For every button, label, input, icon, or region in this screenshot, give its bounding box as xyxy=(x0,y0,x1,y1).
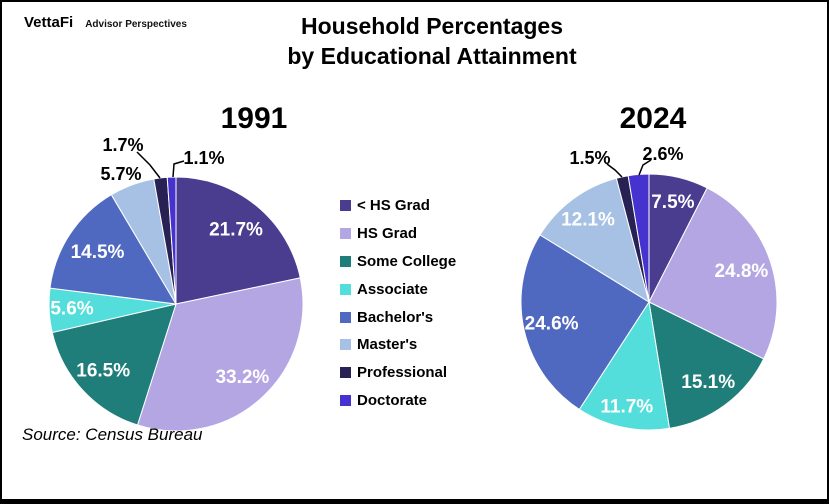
title-line-2: by Educational Attainment xyxy=(287,42,577,69)
legend-swatch-icon xyxy=(340,394,351,406)
legend-swatch-icon xyxy=(340,339,351,351)
legend-swatch-icon xyxy=(340,255,351,267)
logo: VettaFi Advisor Perspectives xyxy=(24,14,187,31)
pie-slice-some-college xyxy=(648,301,765,429)
logo-tagline: Advisor Perspectives xyxy=(85,19,187,30)
pie-chart-1991: 21.7% 33.2% 16.5% 5.6% 14.5% 5.7% 1.7% 1.1% xyxy=(48,135,304,432)
label-leader-line xyxy=(136,151,161,179)
pie-label-some-college: 15.1% xyxy=(681,372,735,393)
pie-label-hs-grad: 7.5% xyxy=(651,192,694,213)
legend-item-professional: Professional xyxy=(340,359,456,387)
legend-swatch-icon xyxy=(340,200,351,212)
pie-label-bachelor-s: 14.5% xyxy=(71,242,125,263)
pie-chart-2024: 7.5% 24.8% 15.1% 11.7% 24.6% 12.1% 1.5% 2.6% xyxy=(520,144,778,431)
title-line-1: Household Percentages xyxy=(300,13,564,39)
pie-label-hs-grad: 24.8% xyxy=(714,261,768,282)
pie-label-professional: 1.7% xyxy=(102,135,143,155)
pie-label-some-college: 16.5% xyxy=(76,361,130,382)
legend-item-associate: Associate xyxy=(340,275,456,303)
pie-slice-master-s xyxy=(539,177,650,304)
legend-label: Professional xyxy=(357,364,448,382)
legend-label: Master's xyxy=(357,336,418,354)
pie-title-2024: 2024 xyxy=(619,102,687,135)
source-note: Source: Census Bureau xyxy=(22,425,203,444)
legend-label: < HS Grad xyxy=(357,197,430,215)
pie-label-doctorate: 1.1% xyxy=(183,148,224,168)
pie-slice-hs-grad xyxy=(648,187,778,360)
pie-label-professional: 1.5% xyxy=(569,148,610,168)
pie-label-associate: 5.6% xyxy=(50,299,93,320)
pie-label-associate: 11.7% xyxy=(600,397,653,418)
pie-slice-bachelor-s xyxy=(49,194,177,305)
legend-item-hs-grad: < HS Grad xyxy=(340,192,456,220)
legend-item-some-college: Some College xyxy=(340,248,456,276)
pie-label-hs-grad: 33.2% xyxy=(215,367,269,388)
legend-swatch-icon xyxy=(340,228,351,240)
legend: < HS Grad HS Grad Some College Associate Bac… xyxy=(340,192,456,414)
label-leader-line xyxy=(638,159,652,176)
chart-title: Household Percentages by Educational Att… xyxy=(217,12,647,72)
pie-slice-doctorate xyxy=(166,176,177,305)
legend-label: Associate xyxy=(357,280,428,298)
legend-swatch-icon xyxy=(340,311,351,323)
label-leader-line xyxy=(606,163,623,178)
label-leader-line xyxy=(172,160,185,178)
legend-swatch-icon xyxy=(340,283,351,295)
legend-label: Doctorate xyxy=(357,391,428,409)
legend-label: Bachelor's xyxy=(357,308,434,326)
legend-label: HS Grad xyxy=(357,225,418,243)
pie-slice-bachelor-s xyxy=(520,234,650,411)
pie-slice-hs-grad xyxy=(136,277,304,432)
pie-label-hs-grad: 21.7% xyxy=(209,220,263,241)
pie-slice-hs-grad xyxy=(175,176,301,305)
legend-item-hs-grad: HS Grad xyxy=(340,220,456,248)
pie-slice-associate xyxy=(578,300,671,431)
vettafi-logo: VettaFi xyxy=(24,14,74,31)
legend-item-bachelor-s: Bachelor's xyxy=(340,303,456,331)
pie-label-master-s: 12.1% xyxy=(561,209,615,230)
legend-item-doctorate: Doctorate xyxy=(340,387,456,415)
pie-label-doctorate: 2.6% xyxy=(642,144,683,164)
legend-item-master-s: Master's xyxy=(340,331,456,359)
pie-label-master-s: 5.7% xyxy=(100,164,141,184)
pie-label-bachelor-s: 24.6% xyxy=(525,314,579,335)
pie-title-1991: 1991 xyxy=(220,102,288,135)
legend-swatch-icon xyxy=(340,367,351,379)
pie-slice-some-college xyxy=(51,303,177,426)
legend-label: Some College xyxy=(357,252,457,270)
